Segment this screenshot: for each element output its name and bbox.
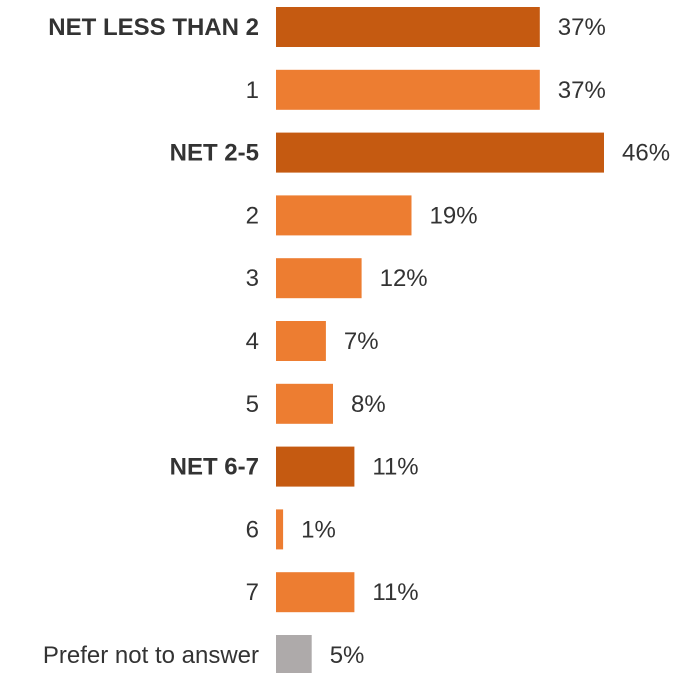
data-label: 1% [301, 516, 336, 543]
data-label: 37% [558, 14, 606, 41]
data-label: 37% [558, 77, 606, 104]
bar [276, 383, 333, 424]
category-label: NET LESS THAN 2 [48, 14, 259, 41]
category-label: 6 [246, 516, 259, 543]
bar [276, 258, 362, 299]
category-label: 1 [246, 77, 259, 104]
data-label: 11% [372, 579, 418, 606]
data-label: 8% [351, 391, 386, 418]
bar [276, 69, 540, 110]
bar [276, 635, 312, 673]
bar [276, 7, 540, 47]
category-label: 5 [246, 391, 259, 418]
category-label: Prefer not to answer [43, 642, 259, 669]
data-label: 5% [330, 642, 365, 669]
category-label: 7 [246, 579, 259, 606]
bar [276, 509, 284, 550]
bar [276, 572, 355, 613]
category-label: NET 6-7 [170, 454, 259, 481]
data-label: 11% [372, 454, 418, 481]
data-label: 19% [430, 202, 478, 229]
data-label: 7% [344, 328, 379, 355]
data-label: 12% [380, 265, 428, 292]
bar [276, 132, 604, 173]
category-label: NET 2-5 [170, 140, 259, 167]
category-label: 2 [246, 202, 259, 229]
category-label: 3 [246, 265, 259, 292]
bar [276, 446, 355, 487]
bar [276, 321, 326, 361]
bar [276, 195, 412, 236]
data-label: 46% [622, 140, 670, 167]
category-label: 4 [246, 328, 259, 355]
